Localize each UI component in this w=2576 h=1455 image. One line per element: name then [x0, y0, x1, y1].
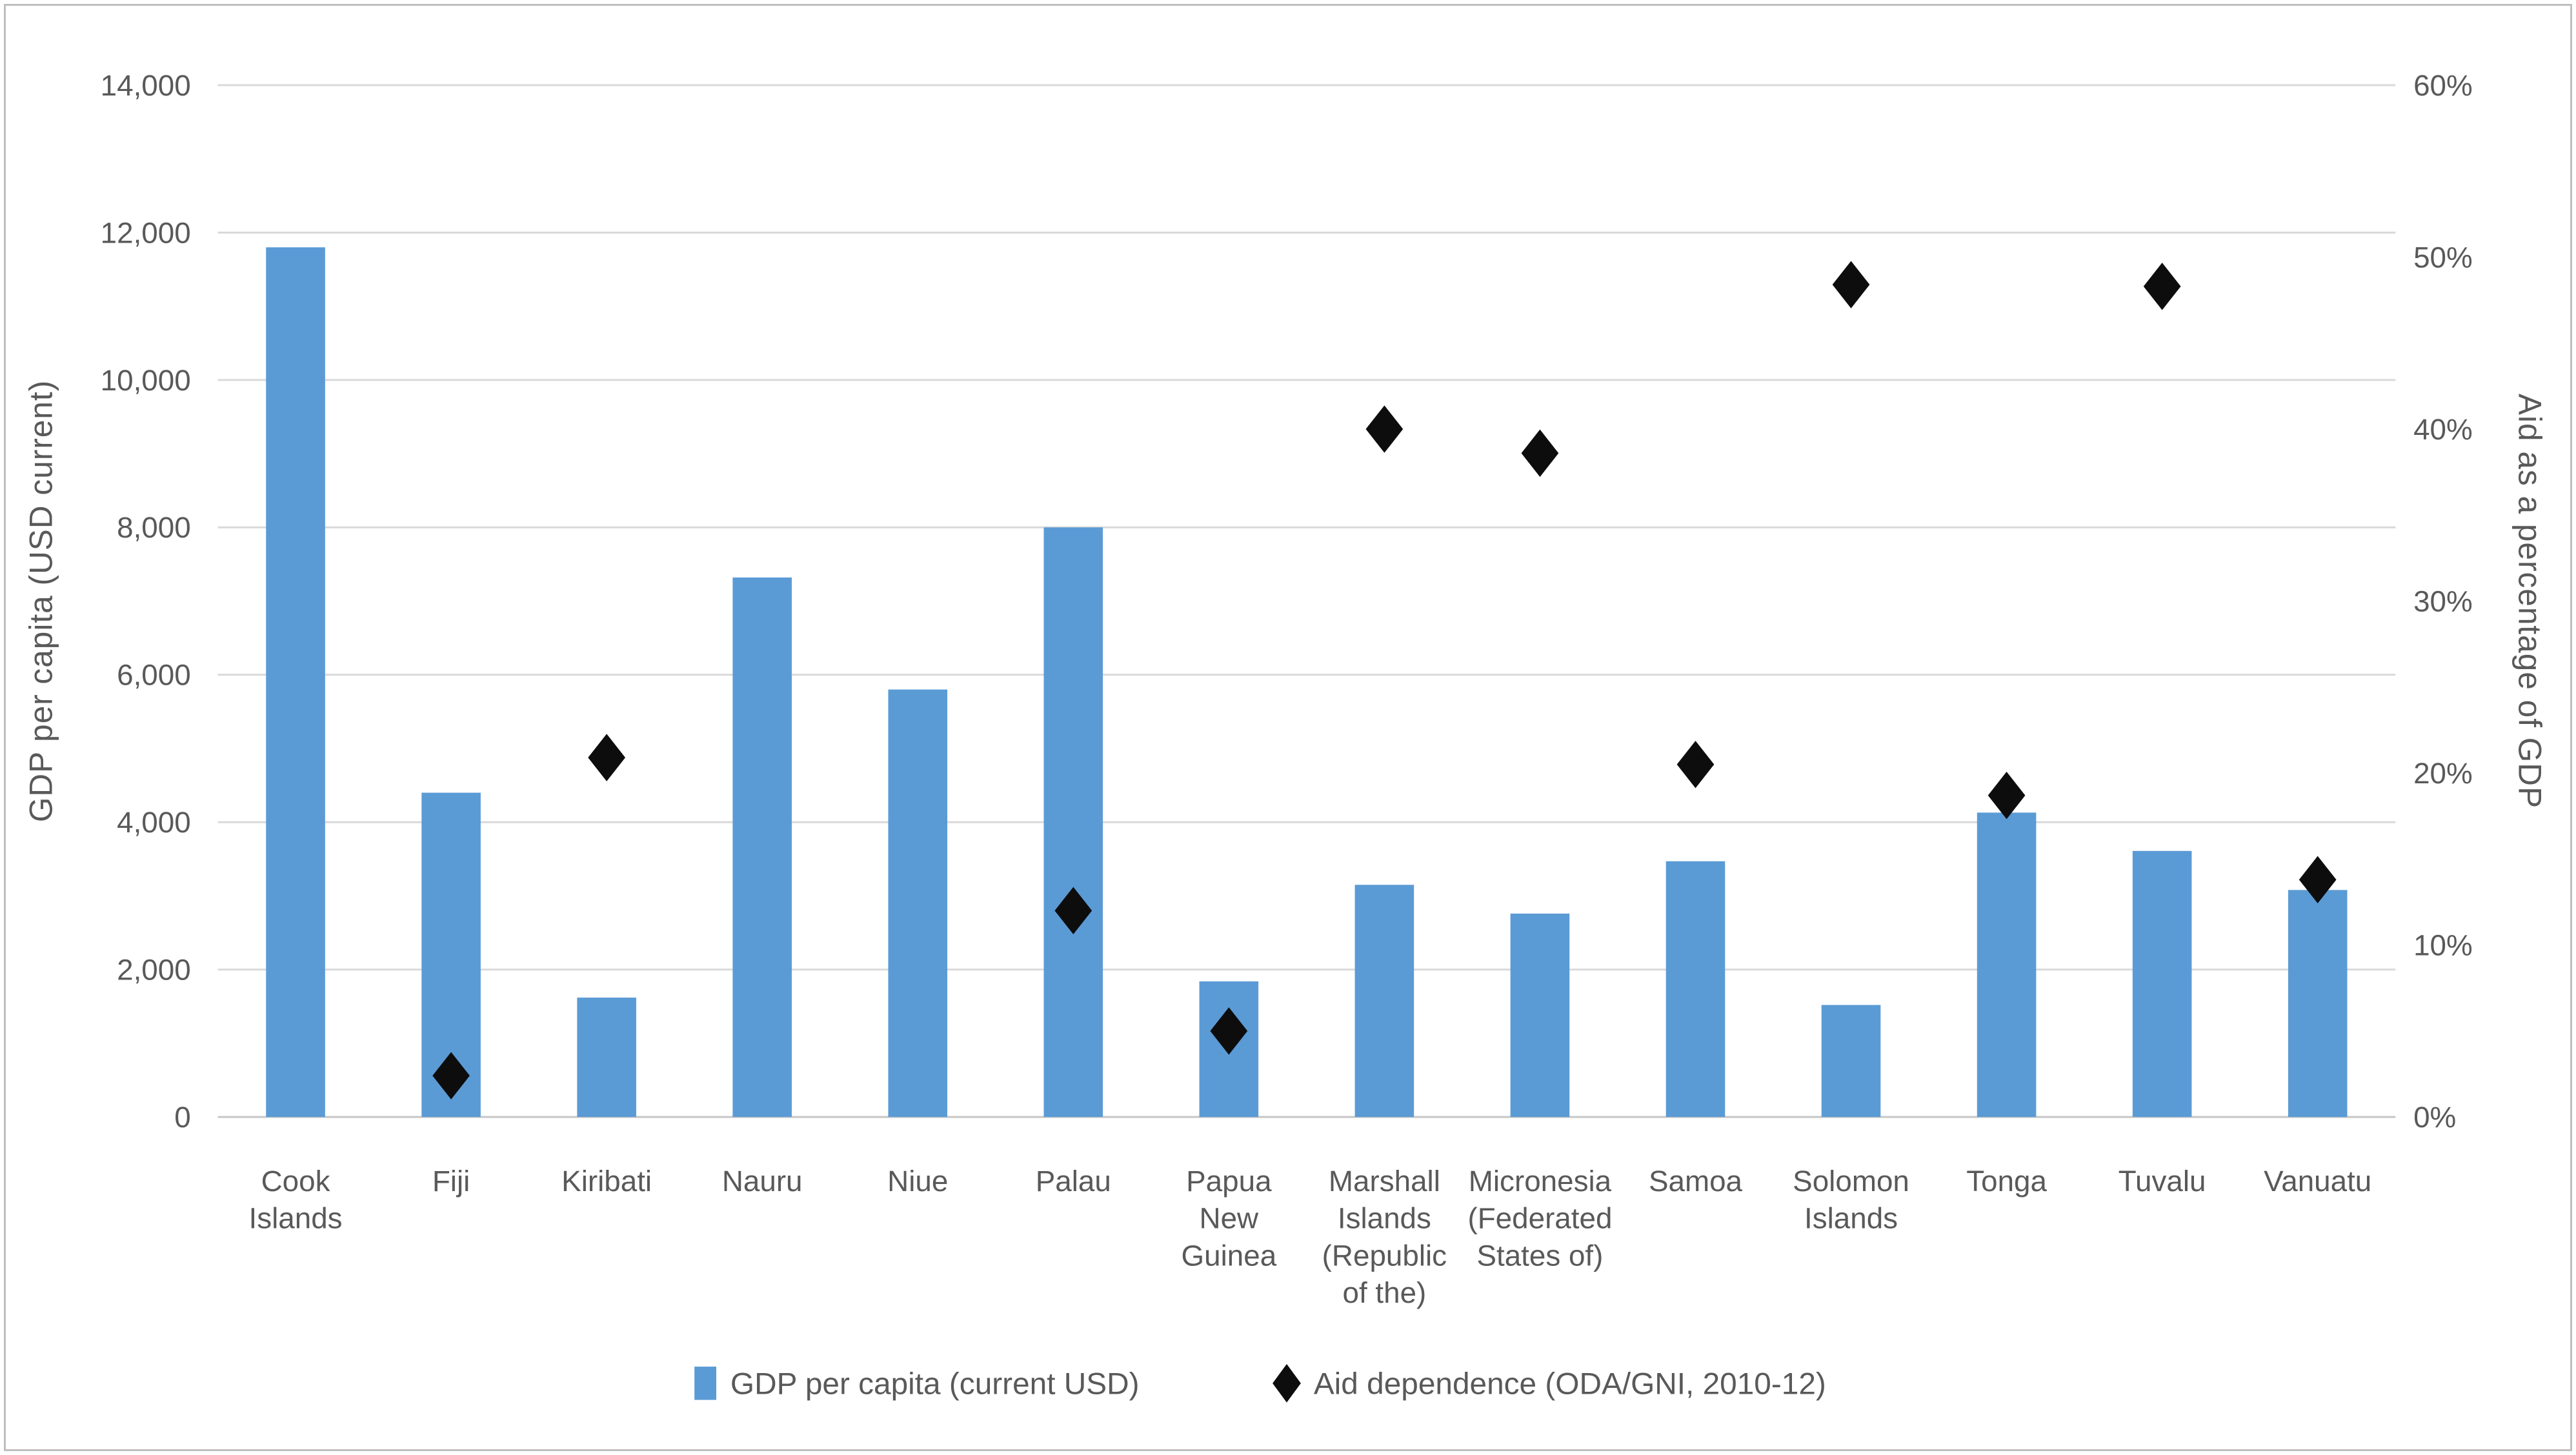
- bar-nauru: [732, 577, 792, 1118]
- category-axis-labels: Cook Islands Fiji Kiribati Nauru Niue Palau Pap…: [249, 1165, 2372, 1309]
- diamond-marker-vanuatu: [2299, 856, 2337, 904]
- left-tick-label: 14,000: [101, 69, 191, 102]
- left-axis-ticks: 0 2,000 4,000 6,000 8,000 10,000 12,000 14,000: [101, 69, 191, 1134]
- category-label-papua-new-guinea: Papua New Guinea: [1182, 1165, 1277, 1272]
- category-label-nauru: Nauru: [722, 1165, 803, 1198]
- bar-tonga: [1977, 812, 2037, 1118]
- category-label-vanuatu: Vanuatu: [2264, 1165, 2371, 1198]
- left-tick-label: 8,000: [117, 511, 191, 544]
- right-axis-ticks: 0% 10% 20% 30% 40% 50% 60%: [2413, 69, 2473, 1134]
- category-label-niue: Niue: [887, 1165, 948, 1198]
- bar-solomon-islands: [1821, 1005, 1881, 1118]
- diamond-marker-tonga: [1987, 772, 2026, 819]
- left-axis-title: GDP per capita (USD current): [23, 380, 59, 822]
- left-tick-label: 12,000: [101, 216, 191, 249]
- bar-niue: [888, 689, 948, 1118]
- category-label-micronesia-federated-states-of: Micronesia (Federated States of): [1467, 1165, 1612, 1272]
- diamond-marker-tuvalu: [2143, 263, 2181, 310]
- diamond-marker-marshall-islands-republic-of-the: [1365, 405, 1404, 453]
- right-tick-label: 0%: [2413, 1101, 2456, 1134]
- right-tick-label: 30%: [2413, 585, 2473, 618]
- right-axis-title: Aid as a percentage of GDP: [2511, 394, 2548, 808]
- chart-frame: 0 2,000 4,000 6,000 8,000 10,000 12,000 14,000 …: [4, 4, 2572, 1451]
- bar-tuvalu: [2132, 850, 2192, 1118]
- gridlines: [217, 84, 2396, 1118]
- category-label-marshall-islands-republic-of-the: Marshall Islands (Republic of the): [1322, 1165, 1447, 1309]
- left-tick-label: 2,000: [117, 954, 191, 987]
- left-tick-label: 4,000: [117, 806, 191, 839]
- left-tick-label: 0: [174, 1101, 190, 1134]
- category-label-palau: Palau: [1036, 1165, 1111, 1198]
- diamond-marker-palau: [1054, 887, 1092, 935]
- bar-samoa: [1665, 861, 1726, 1118]
- bar-series: [266, 247, 2348, 1118]
- right-tick-label: 60%: [2413, 69, 2473, 102]
- category-label-tonga: Tonga: [1966, 1165, 2047, 1198]
- diamond-marker-samoa: [1676, 741, 1715, 788]
- category-label-cook-islands: Cook Islands: [249, 1165, 343, 1234]
- legend-label-bar: GDP per capita (current USD): [730, 1367, 1140, 1401]
- diamond-marker-kiribati: [588, 734, 626, 781]
- right-tick-label: 20%: [2413, 757, 2473, 790]
- gdp-aid-combo-chart: 02,0004,0006,0008,00010,00012,00014,000 …: [23, 69, 2548, 1403]
- left-tick-label: 6,000: [117, 659, 191, 692]
- bar-marshall-islands-republic-of-the: [1354, 885, 1414, 1118]
- legend: GDP per capita (current USD) Aid dependen…: [694, 1364, 1826, 1403]
- right-tick-label: 10%: [2413, 929, 2473, 962]
- legend-label-scatter: Aid dependence (ODA/GNI, 2010-12): [1314, 1367, 1826, 1401]
- bar-cook-islands: [266, 247, 325, 1118]
- right-tick-label: 50%: [2413, 241, 2473, 274]
- category-label-kiribati: Kiribati: [561, 1165, 652, 1198]
- bar-kiribati: [577, 998, 636, 1118]
- left-tick-label: 10,000: [101, 364, 191, 397]
- right-tick-label: 40%: [2413, 413, 2473, 446]
- category-label-solomon-islands: Solomon Islands: [1793, 1165, 1909, 1234]
- diamond-marker-micronesia-federated-states-of: [1521, 429, 1559, 477]
- bar-vanuatu: [2288, 890, 2348, 1118]
- bar-palau: [1043, 527, 1103, 1118]
- legend-diamond-swatch: [1273, 1364, 1301, 1403]
- category-label-fiji: Fiji: [432, 1165, 470, 1198]
- bar-micronesia-federated-states-of: [1510, 913, 1570, 1118]
- category-label-tuvalu: Tuvalu: [2118, 1165, 2206, 1198]
- category-label-samoa: Samoa: [1649, 1165, 1743, 1198]
- diamond-marker-solomon-islands: [1832, 261, 1870, 308]
- legend-bar-swatch: [694, 1367, 717, 1400]
